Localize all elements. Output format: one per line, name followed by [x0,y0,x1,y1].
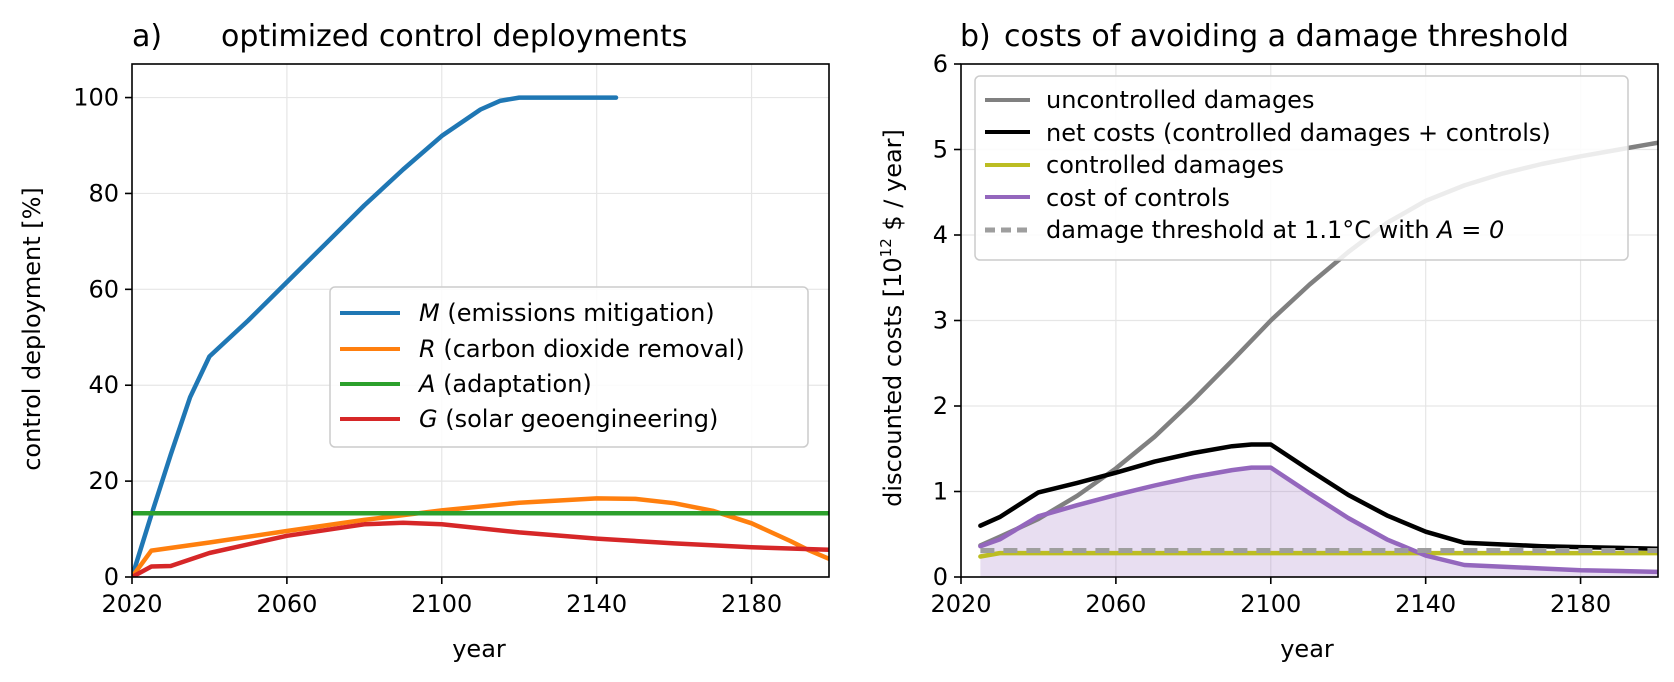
panel-a-xtick-label-2100: 2100 [411,590,472,618]
panel-a-chart: a) optimized control deployments 2020 206… [18,19,830,663]
legend-label-a: A (adaptation) [417,370,592,398]
panel-b-fill [980,467,1658,577]
panel-b-series-cost-of-controls [978,465,1658,575]
panel-a-xtick-label-2020: 2020 [101,590,162,618]
legend-label-uncontrolled: uncontrolled damages [1046,86,1314,114]
panel-a-ytick-label-100: 100 [73,84,119,112]
panel-a-xlabel: year [452,635,506,663]
legend-label-controlled: controlled damages [1046,151,1284,179]
panel-a-frame [131,63,830,578]
panel-a-legend-box [329,286,809,448]
panel-b-xtick-label-2100: 2100 [1240,590,1301,618]
panel-b-xtick-label-2060: 2060 [1085,590,1146,618]
panel-a-title: optimized control deployments [221,19,687,54]
panel-b-xtick-label-2140: 2140 [1395,590,1456,618]
panel-a-label: a) [132,19,162,54]
panel-a-ylabel: control deployment [%] [18,187,46,471]
panel-b-ytick-label-0: 0 [933,563,948,591]
panel-b-ytick-label-4: 4 [933,221,948,249]
panel-b-ytick-label-3: 3 [933,307,948,335]
panel-a-xtick-label-2180: 2180 [721,590,782,618]
panel-b-xlabel: year [1280,635,1334,663]
panel-b-ytick-label-6: 6 [933,50,948,78]
panel-a-ytick-label-0: 0 [104,563,119,591]
panel-b-legend: uncontrolled damages net costs (controll… [974,75,1629,261]
panel-b-ticks: 2020 2060 2100 2140 2180 0 1 2 3 4 5 6 [930,50,1611,618]
panel-a-ticks: 2020 2060 2100 2140 2180 0 20 40 60 80 100 [73,84,782,618]
panel-a-series [132,95,829,577]
panel-b-series-controlled-damages [978,550,1658,559]
panel-b-title: costs of avoiding a damage threshold [1004,19,1569,54]
panel-a-series-m [132,95,619,577]
panel-b-legend-box [974,75,1629,261]
panel-b-ylabel: discounted costs [1012 $ / year] [877,129,907,507]
panel-b-ytick-label-1: 1 [933,478,948,506]
legend-label-r: R (carbon dioxide removal) [419,335,745,363]
panel-b-ytick-label-2: 2 [933,392,948,420]
panel-b-xtick-label-2020: 2020 [930,590,991,618]
panel-a-xtick-label-2060: 2060 [256,590,317,618]
panel-a-series-r [132,496,829,577]
panel-a-ytick-label-40: 40 [88,371,119,399]
panel-a-series-g [132,520,829,577]
panel-a-ytick-label-20: 20 [88,467,119,495]
legend-label-threshold: damage threshold at 1.1°C with A = 0 [1046,216,1504,244]
legend-label-net-costs: net costs (controlled damages + controls… [1046,119,1551,147]
panel-a-legend: M (emissions mitigation) R (carbon dioxi… [329,286,809,448]
panel-a-ytick-label-80: 80 [88,179,119,207]
panel-b-xtick-label-2180: 2180 [1550,590,1611,618]
panel-b-series-net-costs-controlled-damages-controls [978,442,1658,552]
panel-b-chart: b) costs of avoiding a damage threshold … [877,19,1659,663]
panel-a-ytick-label-60: 60 [88,275,119,303]
legend-label-g: G (solar geoengineering) [419,405,718,433]
panel-b-ytick-label-5: 5 [933,136,948,164]
legend-label-m: M (emissions mitigation) [419,299,715,327]
panel-b-label: b) [960,19,991,54]
panel-b-area-cost-of-controls [980,467,1658,577]
panel-a-xtick-label-2140: 2140 [566,590,627,618]
legend-label-cost-controls: cost of controls [1046,184,1230,212]
